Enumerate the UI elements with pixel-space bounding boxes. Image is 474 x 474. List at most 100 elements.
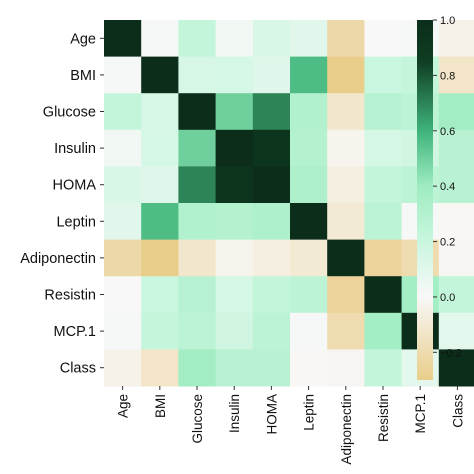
- heatmap-cell-insulin-homa: [252, 129, 291, 167]
- column-label: Adiponectin: [339, 394, 354, 465]
- heatmap-cell-class-leptin: [290, 349, 328, 387]
- colorbar-tick-label: 0.2: [440, 237, 455, 249]
- row-label: Insulin: [54, 141, 96, 157]
- heatmap-cell-leptin-resistin: [364, 203, 403, 241]
- heatmap-cell-bmi-bmi: [141, 56, 179, 94]
- heatmap-cell-insulin-leptin: [290, 129, 328, 167]
- heatmap-cell-mcp1-leptin: [290, 312, 328, 350]
- heatmap-cell-insulin-adiponectin: [327, 129, 365, 167]
- heatmap-cell-adiponectin-resistin: [364, 239, 403, 277]
- heatmap-cell-bmi-glucose: [178, 56, 217, 94]
- column-label: Age: [116, 394, 131, 418]
- column-label: Leptin: [302, 394, 317, 431]
- colorbar-tick-label: 0.4: [440, 181, 455, 193]
- heatmap-cell-leptin-class: [438, 203, 474, 241]
- heatmap-cell-adiponectin-adiponectin: [327, 239, 365, 277]
- heatmap-cell-leptin-glucose: [178, 203, 217, 241]
- heatmap-cell-bmi-leptin: [290, 56, 328, 94]
- heatmap-cell-class-glucose: [178, 349, 217, 387]
- heatmap-cell-age-adiponectin: [327, 20, 365, 58]
- heatmap-cell-resistin-insulin: [215, 276, 254, 314]
- heatmap-cell-age-glucose: [178, 20, 217, 58]
- heatmap-cell-insulin-bmi: [141, 129, 179, 167]
- heatmap-cell-glucose-homa: [252, 93, 291, 131]
- heatmap-cell-glucose-age: [104, 93, 142, 131]
- heatmap-cell-class-adiponectin: [327, 349, 365, 387]
- heatmap-cell-bmi-adiponectin: [327, 56, 365, 94]
- heatmap-cell-homa-bmi: [141, 166, 179, 204]
- colorbar-gradient: [417, 20, 433, 380]
- heatmap-cell-mcp1-insulin: [215, 312, 254, 350]
- heatmap-cell-class-homa: [252, 349, 291, 387]
- heatmap-cell-adiponectin-glucose: [178, 239, 217, 277]
- heatmap-cell-leptin-insulin: [215, 203, 254, 241]
- row-label: Resistin: [44, 288, 96, 304]
- heatmap-cell-leptin-adiponectin: [327, 203, 365, 241]
- heatmap-cell-homa-insulin: [215, 166, 254, 204]
- heatmap-cell-glucose-resistin: [364, 93, 403, 131]
- heatmap-cell-resistin-adiponectin: [327, 276, 365, 314]
- heatmap-cell-insulin-glucose: [178, 129, 217, 167]
- column-label: HOMA: [264, 394, 279, 435]
- heatmap-cell-glucose-insulin: [215, 93, 254, 131]
- heatmap-cell-adiponectin-age: [104, 239, 142, 277]
- heatmap-cell-homa-age: [104, 166, 142, 204]
- heatmap-cell-class-resistin: [364, 349, 403, 387]
- heatmap-cell-class-age: [104, 349, 142, 387]
- heatmap-cell-bmi-insulin: [215, 56, 254, 94]
- column-labels: Age BMI Glucose Insulin HOMA Leptin Adiponecti…: [116, 386, 465, 465]
- row-label: BMI: [70, 68, 96, 84]
- heatmap-cell-age-age: [104, 20, 142, 58]
- heatmap-cell-resistin-class: [438, 276, 474, 314]
- row-label: Leptin: [56, 214, 96, 230]
- heatmap-cell-age-resistin: [364, 20, 403, 58]
- heatmap-cell-glucose-adiponectin: [327, 93, 365, 131]
- heatmap-cell-mcp1-class: [438, 312, 474, 350]
- heatmap-cell-leptin-bmi: [141, 203, 179, 241]
- row-labels: Age BMI Glucose Insulin HOMA Leptin Adiponecti…: [20, 31, 104, 377]
- row-label: Class: [60, 361, 96, 377]
- heatmap-cell-age-bmi: [141, 20, 179, 58]
- heatmap-cell-insulin-class: [438, 129, 474, 167]
- heatmap-cell-bmi-age: [104, 56, 142, 94]
- colorbar-tick-label: 0.0: [440, 292, 455, 304]
- heatmap-cells: [104, 20, 474, 387]
- heatmap-cell-adiponectin-class: [438, 239, 474, 277]
- heatmap-cell-resistin-age: [104, 276, 142, 314]
- column-label: Resistin: [376, 394, 391, 442]
- heatmap-cell-resistin-glucose: [178, 276, 217, 314]
- column-label: Glucose: [190, 394, 205, 444]
- colorbar-tick-label: 1.0: [440, 15, 455, 27]
- heatmap-cell-insulin-age: [104, 129, 142, 167]
- heatmap-cell-glucose-class: [438, 93, 474, 131]
- heatmap-cell-age-class: [438, 20, 474, 58]
- colorbar-tick-label: 0.6: [440, 126, 455, 138]
- heatmap-cell-glucose-bmi: [141, 93, 179, 131]
- row-label: Glucose: [43, 105, 96, 121]
- heatmap-cell-age-insulin: [215, 20, 254, 58]
- heatmap-cell-homa-class: [438, 166, 474, 204]
- row-label: HOMA: [53, 178, 97, 194]
- heatmap-cell-adiponectin-bmi: [141, 239, 179, 277]
- heatmap-cell-homa-resistin: [364, 166, 403, 204]
- heatmap-cell-homa-leptin: [290, 166, 328, 204]
- heatmap-cell-mcp1-homa: [252, 312, 291, 350]
- heatmap-cell-bmi-resistin: [364, 56, 403, 94]
- heatmap-cell-age-homa: [252, 20, 291, 58]
- heatmap-cell-homa-glucose: [178, 166, 217, 204]
- heatmap-cell-mcp1-resistin: [364, 312, 403, 350]
- row-label: Adiponectin: [20, 251, 96, 267]
- heatmap-cell-mcp1-age: [104, 312, 142, 350]
- heatmap-cell-adiponectin-leptin: [290, 239, 328, 277]
- heatmap-cell-leptin-age: [104, 203, 142, 241]
- heatmap-cell-homa-homa: [252, 166, 291, 204]
- heatmap-cell-adiponectin-homa: [252, 239, 291, 277]
- heatmap-cell-age-leptin: [290, 20, 328, 58]
- row-label: Age: [70, 31, 96, 47]
- heatmap-cell-class-bmi: [141, 349, 179, 387]
- heatmap-cell-insulin-resistin: [364, 129, 403, 167]
- colorbar-tick-label: 0.8: [440, 70, 455, 82]
- heatmap-cell-bmi-homa: [252, 56, 291, 94]
- heatmap-cell-insulin-insulin: [215, 129, 254, 167]
